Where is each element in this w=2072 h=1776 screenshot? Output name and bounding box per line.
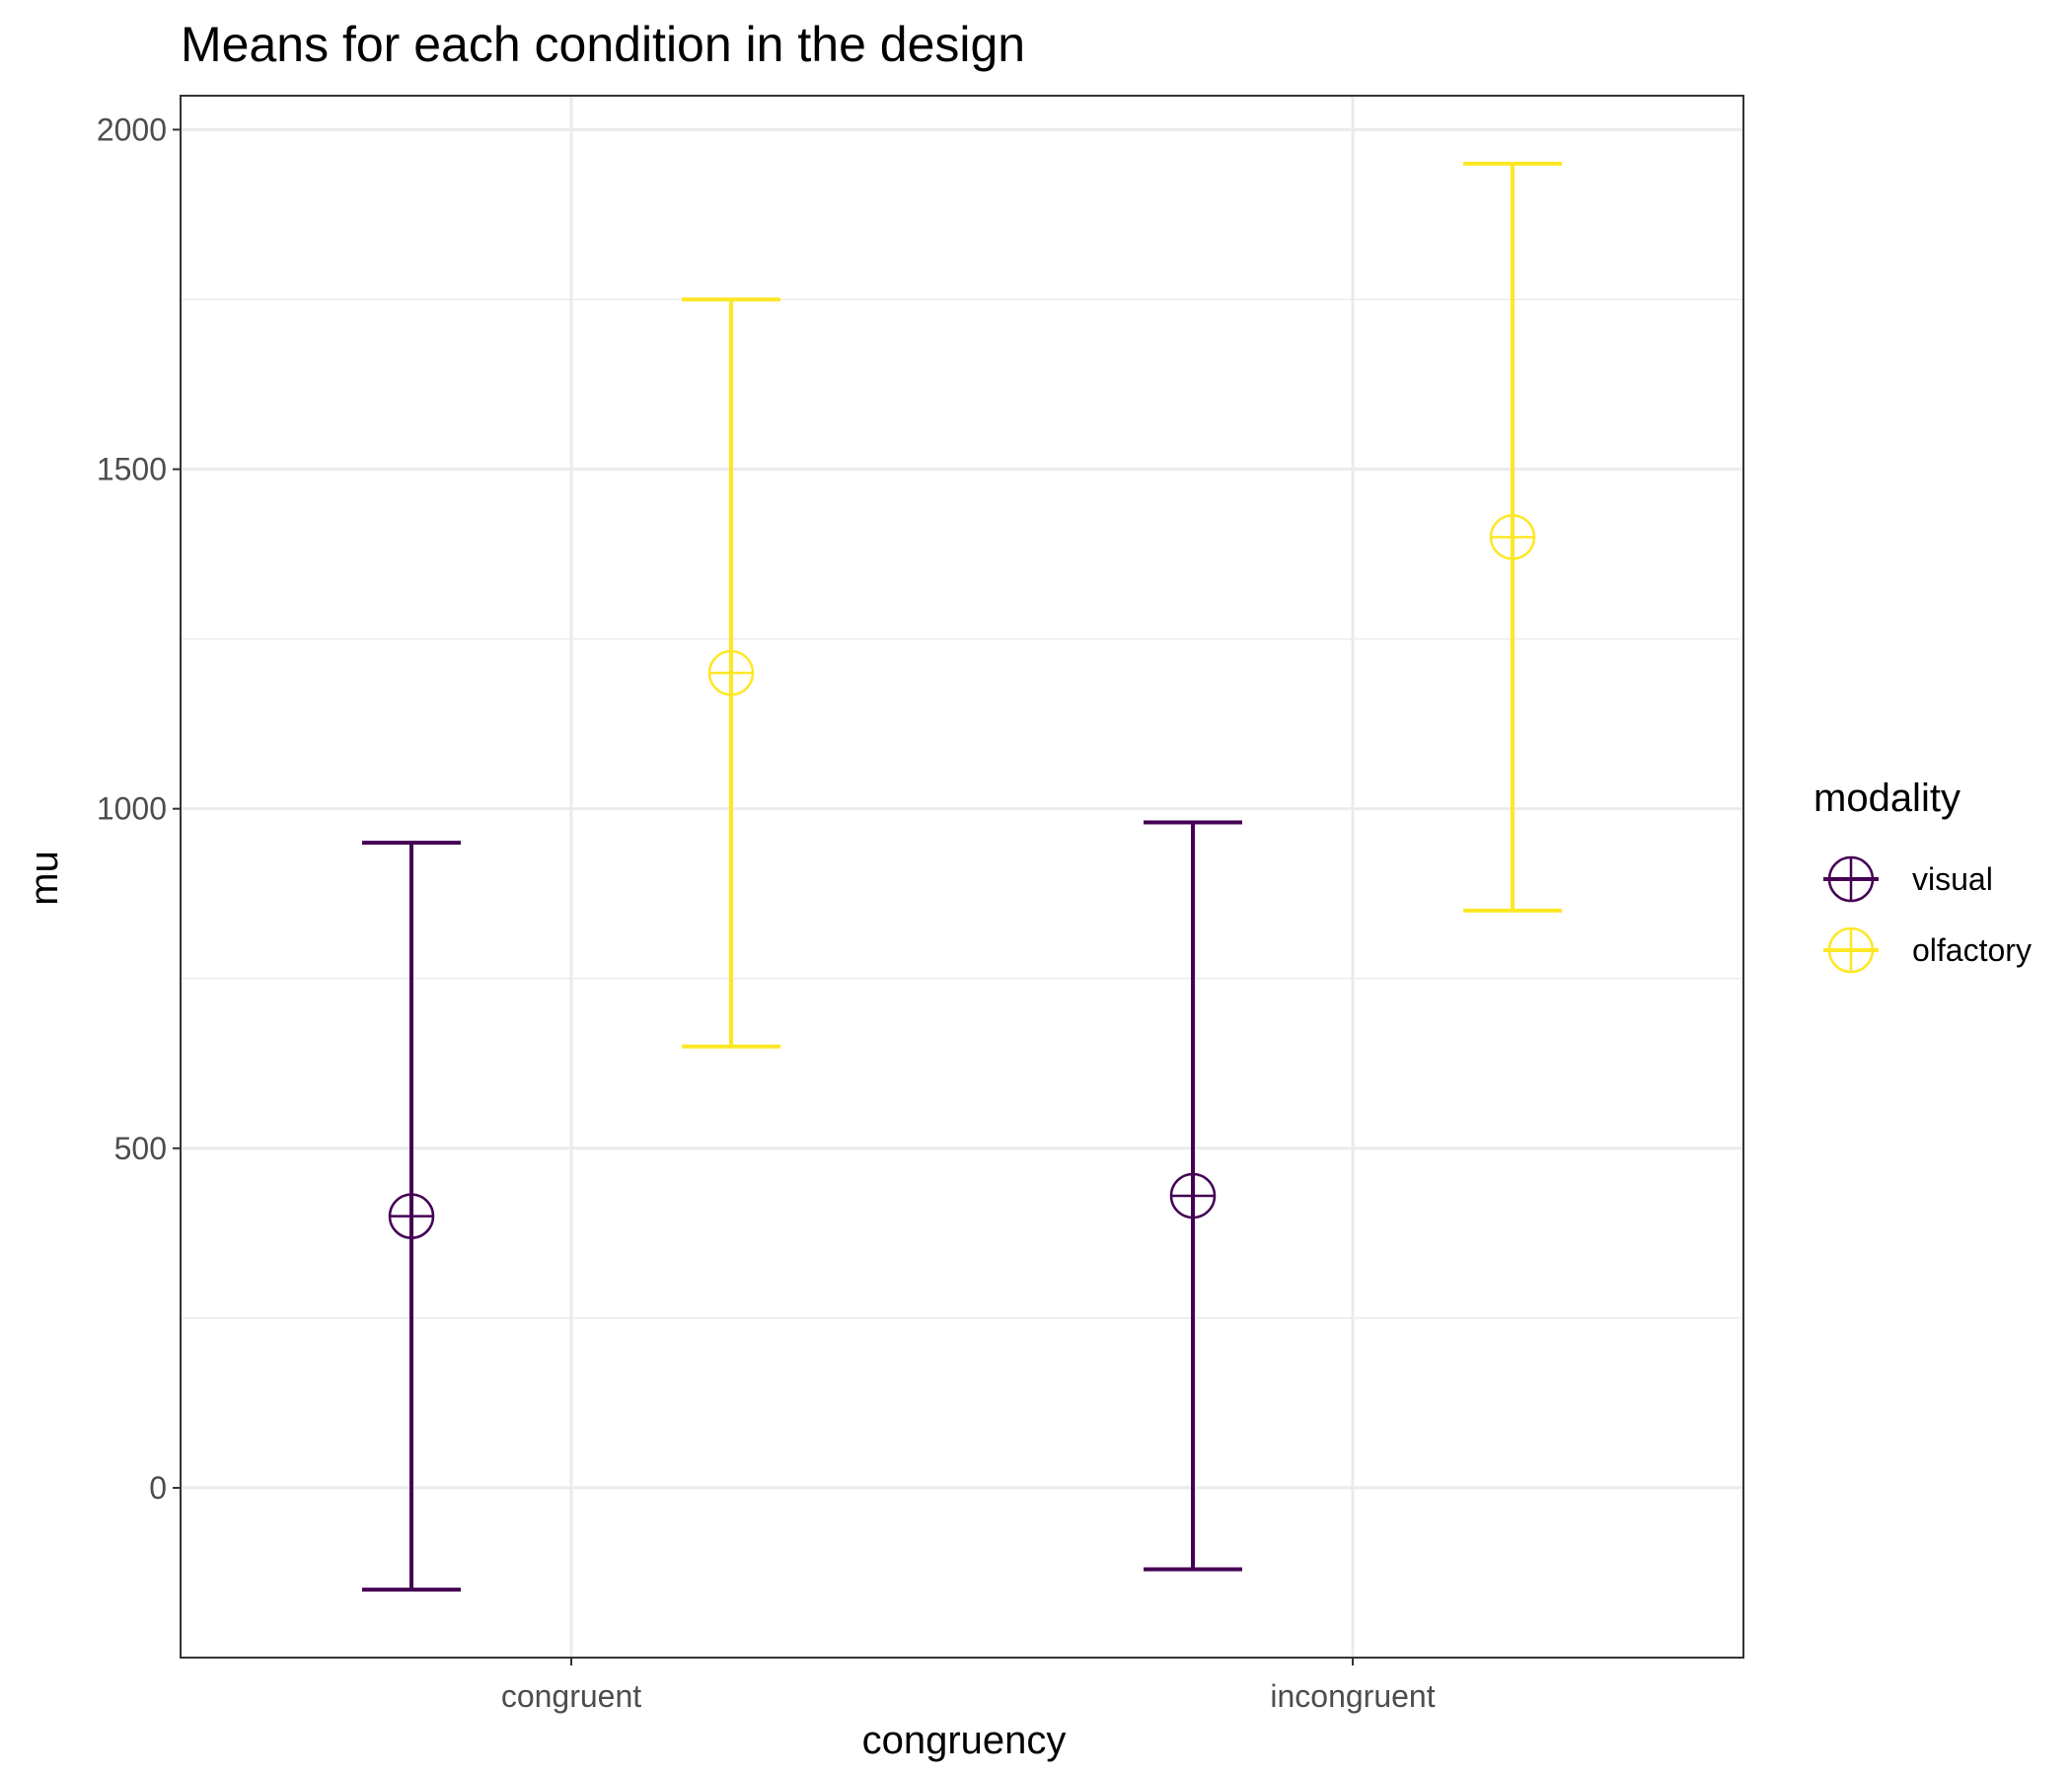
y-axis: 0 500 1000 1500 2000 — [97, 111, 181, 1506]
errorbar-visual-congruent — [362, 841, 461, 1592]
y-tick-label: 1000 — [97, 791, 167, 827]
y-tick-label: 0 — [149, 1470, 167, 1506]
legend-label: visual — [1912, 861, 1993, 897]
grid-major — [181, 96, 1743, 1658]
legend-title: modality — [1813, 777, 1961, 820]
errorbar-olfactory-congruent — [682, 297, 780, 1049]
errorbar-visual-incongruent — [1144, 820, 1242, 1572]
data-marks — [362, 161, 1562, 1592]
legend: modality visual olfactory — [1813, 777, 2032, 974]
x-axis: congruent incongruent — [501, 1658, 1436, 1714]
panel-border — [180, 95, 1744, 1659]
legend-item-olfactory: olfactory — [1823, 926, 2032, 974]
y-tick-label: 500 — [114, 1131, 167, 1166]
x-tick-label: congruent — [501, 1678, 641, 1714]
y-axis-title: mu — [23, 851, 66, 906]
x-tick-label: incongruent — [1270, 1678, 1435, 1714]
x-axis-title: congruency — [862, 1719, 1067, 1762]
y-tick-label: 2000 — [97, 111, 167, 147]
y-tick-label: 1500 — [97, 452, 167, 487]
legend-label: olfactory — [1912, 932, 2032, 968]
errorbar-olfactory-incongruent — [1463, 161, 1562, 913]
legend-item-visual: visual — [1823, 855, 1993, 903]
chart-title: Means for each condition in the design — [181, 17, 1025, 72]
